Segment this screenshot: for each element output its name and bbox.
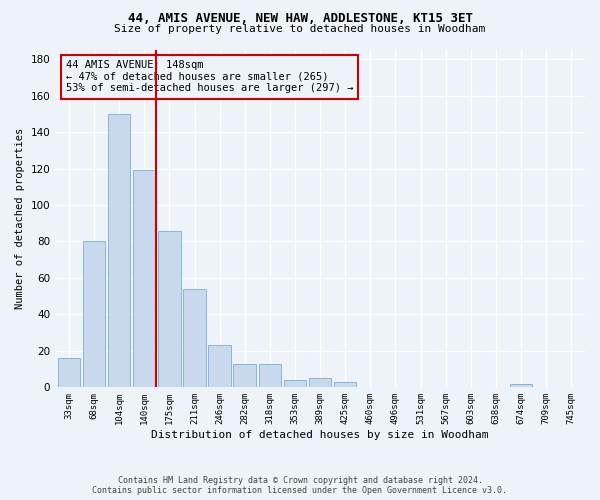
- Bar: [108, 114, 130, 388]
- Bar: [233, 364, 256, 388]
- Bar: [83, 242, 106, 388]
- Bar: [58, 358, 80, 388]
- Bar: [158, 230, 181, 388]
- Bar: [259, 364, 281, 388]
- X-axis label: Distribution of detached houses by size in Woodham: Distribution of detached houses by size …: [151, 430, 489, 440]
- Y-axis label: Number of detached properties: Number of detached properties: [15, 128, 25, 310]
- Bar: [509, 384, 532, 388]
- Bar: [309, 378, 331, 388]
- Bar: [284, 380, 306, 388]
- Bar: [208, 346, 231, 388]
- Text: 44, AMIS AVENUE, NEW HAW, ADDLESTONE, KT15 3ET: 44, AMIS AVENUE, NEW HAW, ADDLESTONE, KT…: [128, 12, 473, 26]
- Text: Contains HM Land Registry data © Crown copyright and database right 2024.
Contai: Contains HM Land Registry data © Crown c…: [92, 476, 508, 495]
- Text: Size of property relative to detached houses in Woodham: Size of property relative to detached ho…: [115, 24, 485, 34]
- Text: 44 AMIS AVENUE: 148sqm
← 47% of detached houses are smaller (265)
53% of semi-de: 44 AMIS AVENUE: 148sqm ← 47% of detached…: [66, 60, 353, 94]
- Bar: [334, 382, 356, 388]
- Bar: [133, 170, 155, 388]
- Bar: [183, 289, 206, 388]
